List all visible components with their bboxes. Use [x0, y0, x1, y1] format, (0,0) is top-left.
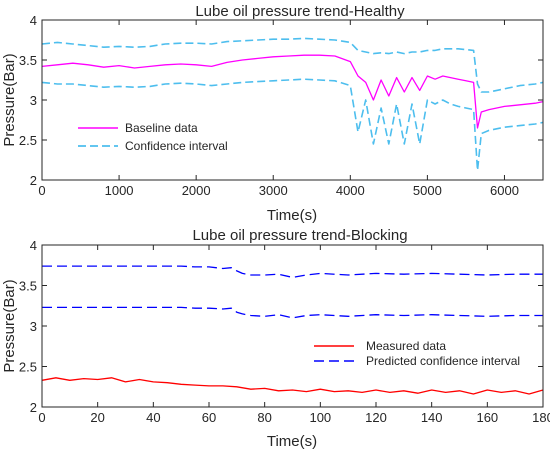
y-axis-label: Pressure(Bar) [1, 279, 18, 372]
series-line-lower-bound-2 [41, 78, 544, 172]
series-line-lower-bound-2 [42, 306, 543, 319]
x-tick-label: 160 [476, 410, 498, 425]
blocking-y-ticks: 2 2.5 3 3.5 4 [19, 238, 543, 415]
legend-label-baseline: Baseline data [125, 121, 198, 135]
healthy-x-ticks: 0 1000 2000 3000 4000 5000 6000 [38, 20, 519, 198]
plot-frame [41, 19, 544, 181]
x-tick-label: 1000 [105, 183, 134, 198]
x-axis-label: Time(s) [267, 433, 317, 450]
x-tick-label: 20 [90, 410, 104, 425]
legend-label-ci: Predicted confidence interval [366, 354, 520, 368]
healthy-y-ticks: 2 2.5 3 3.5 4 [19, 13, 543, 188]
x-tick-label: 0 [38, 410, 45, 425]
legend-label-measured: Measured data [366, 339, 446, 353]
x-tick-label: 100 [309, 410, 331, 425]
x-axis-label: Time(s) [267, 207, 317, 224]
chart-blocking: Lube oil pressure trend-Blocking 0 20 40 60… [1, 227, 550, 450]
x-tick-label: 5000 [413, 183, 442, 198]
x-tick-label: 180 [532, 410, 550, 425]
y-tick-label: 3.5 [19, 279, 37, 294]
chart-title: Lube oil pressure trend-Blocking [192, 227, 407, 244]
chart-healthy: Lube oil pressure trend-Healthy 0 1000 200… [1, 3, 544, 224]
x-tick-label: 2000 [182, 183, 211, 198]
legend-label-ci: Confidence interval [125, 139, 228, 153]
plot-area [42, 20, 543, 180]
x-tick-label: 0 [38, 183, 45, 198]
y-tick-label: 2.5 [19, 133, 37, 148]
legend: Measured data Predicted confidence inter… [314, 339, 520, 368]
plot-frame [41, 244, 544, 408]
blocking-series [41, 265, 544, 395]
series-line-data-0 [41, 54, 544, 129]
series-line-upper-bound-1 [42, 265, 543, 279]
x-tick-label: 6000 [490, 183, 519, 198]
series-line-data-0 [41, 377, 544, 395]
x-tick-label: 40 [146, 410, 160, 425]
plot-area [42, 245, 543, 407]
y-tick-label: 2 [30, 173, 37, 188]
legend: Baseline data Confidence interval [78, 121, 228, 153]
y-tick-label: 3.5 [19, 53, 37, 68]
y-tick-label: 2 [30, 400, 37, 415]
x-tick-label: 60 [202, 410, 216, 425]
y-axis-label: Pressure(Bar) [1, 53, 18, 146]
x-tick-label: 4000 [336, 183, 365, 198]
healthy-series [41, 37, 544, 172]
x-tick-label: 80 [257, 410, 271, 425]
x-tick-label: 3000 [259, 183, 288, 198]
y-tick-label: 4 [30, 238, 37, 253]
y-tick-label: 3 [30, 319, 37, 334]
blocking-x-ticks: 0 20 40 60 80 100 120 140 160 180 [38, 245, 550, 425]
y-tick-label: 2.5 [19, 360, 37, 375]
x-tick-label: 140 [421, 410, 443, 425]
x-tick-label: 120 [365, 410, 387, 425]
y-tick-label: 3 [30, 93, 37, 108]
y-tick-label: 4 [30, 13, 37, 28]
series-line-upper-bound-1 [41, 37, 544, 93]
chart-title: Lube oil pressure trend-Healthy [195, 3, 405, 20]
